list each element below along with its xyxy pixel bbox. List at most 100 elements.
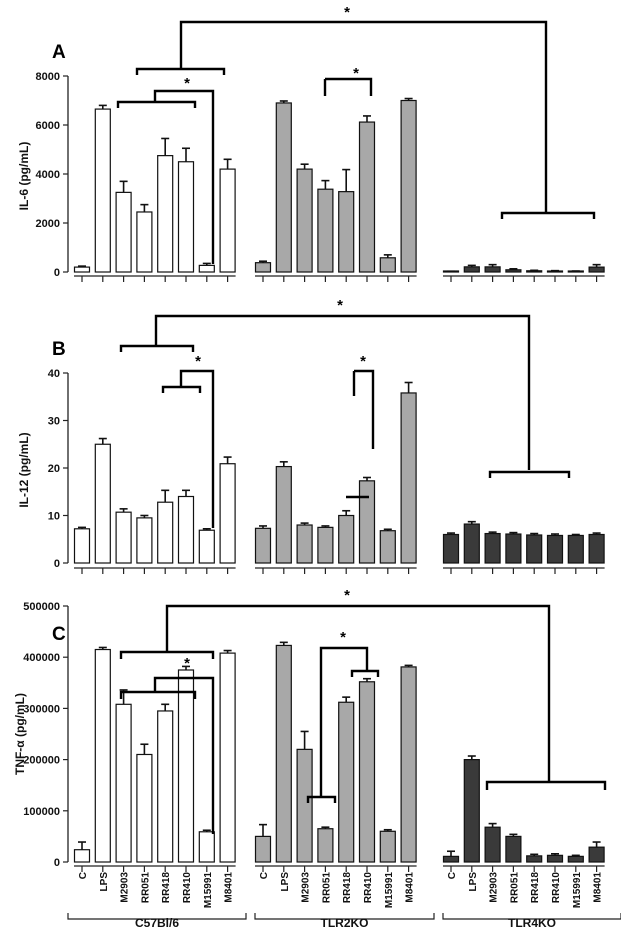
y-tick-label: 500000 (23, 601, 60, 613)
bar (219, 652, 236, 863)
significance-bracket (354, 369, 375, 449)
bar (177, 161, 195, 273)
bar (338, 191, 355, 273)
bar (358, 681, 376, 863)
x-category-label: LPS (280, 872, 291, 892)
significance-bracket (319, 646, 369, 797)
y-tick-label: 2000 (36, 218, 60, 230)
panel-a: 0 2000 4000 6000 8000 IL-6 (pg/mL) A * * * (17, 4, 605, 282)
bar (484, 532, 501, 564)
panel-label: A (52, 42, 66, 63)
bar (177, 495, 195, 564)
panel-c: 0 100000 200000 300000 400000 500000 TNF-α (pg… (13, 587, 607, 872)
bar (296, 524, 313, 564)
y-tick-label: 8000 (36, 71, 60, 83)
y-tick-label: 4000 (36, 169, 60, 181)
bar (505, 533, 522, 564)
bar (379, 530, 396, 564)
bar (73, 266, 91, 273)
x-category-label: C (447, 872, 458, 879)
panel-label: C (52, 624, 66, 645)
significance-bracket (119, 690, 197, 699)
x-category-label: RR418 (530, 872, 541, 904)
y-tick-label: 30 (48, 416, 60, 428)
bar (338, 514, 355, 564)
bar (136, 753, 153, 863)
bar (198, 529, 215, 564)
bar (505, 835, 522, 863)
bar (567, 855, 584, 863)
significance-star: * (184, 655, 190, 672)
bar (546, 854, 564, 863)
group-bracket (254, 913, 435, 920)
y-tick-label: 400000 (23, 652, 60, 664)
x-category-label: M2903 (120, 872, 131, 903)
bar (400, 666, 417, 863)
x-category-label: M15991 (572, 872, 583, 909)
bar (400, 99, 417, 273)
y-axis-label: IL-6 (pg/mL) (17, 142, 31, 211)
significance-bracket (500, 211, 596, 219)
panel-b: 0 10 20 30 40 IL-12 (pg/mL) B * * * (17, 297, 605, 574)
x-category-label: LPS (468, 872, 479, 892)
group-label: TLR4KO (508, 916, 556, 930)
group-label: TLR2KO (321, 916, 369, 930)
significance-bracket (488, 470, 571, 478)
bar (275, 465, 292, 564)
x-category-labels: C LPS M2903 RR051 RR418 RR410 M15991 M8401 C LPS M… (78, 872, 604, 909)
panel-label: B (52, 339, 66, 360)
bar (442, 855, 460, 863)
bar (157, 155, 174, 273)
significance-bracket (179, 369, 215, 528)
y-tick-label: 6000 (36, 120, 60, 132)
significance-bracket (325, 77, 373, 96)
significance-bracket (119, 344, 195, 352)
bar (254, 262, 272, 273)
bar (254, 527, 272, 564)
bar (484, 266, 501, 273)
bar (567, 534, 584, 564)
x-category-label: M2903 (489, 872, 500, 903)
x-category-label: RR410 (363, 872, 374, 904)
bar (94, 443, 111, 564)
significance-bracket (119, 650, 215, 659)
x-category-label: M15991 (203, 872, 214, 909)
y-tick-label: 10 (48, 511, 60, 523)
bar (526, 855, 543, 863)
bar (379, 830, 396, 863)
x-category-label: M8401 (224, 872, 235, 903)
significance-bracket (116, 100, 197, 108)
bar (94, 108, 111, 273)
bar (198, 831, 215, 863)
y-tick-label: 200000 (23, 755, 60, 767)
significance-bracket (165, 604, 551, 782)
bar (463, 758, 480, 863)
bar (588, 533, 605, 564)
x-category-label: M15991 (384, 872, 395, 909)
significance-star: * (337, 297, 343, 314)
bar (505, 269, 522, 273)
bar (219, 168, 236, 273)
x-category-label: C (78, 872, 89, 879)
bar (379, 257, 396, 273)
bar (588, 846, 605, 863)
significance-bracket (153, 676, 215, 834)
x-category-label: RR051 (321, 872, 332, 904)
bar (526, 534, 543, 564)
bar (317, 188, 334, 273)
significance-bracket (350, 669, 380, 677)
bar (136, 517, 153, 564)
bar (338, 701, 355, 863)
significance-star: * (340, 629, 346, 646)
y-axis-label: TNF-α (pg/mL) (13, 693, 27, 775)
x-category-label: RR418 (161, 872, 172, 904)
significance-star: * (360, 353, 366, 370)
bar (296, 168, 313, 273)
x-category-label: RR418 (342, 872, 353, 904)
bar (400, 392, 417, 564)
bar (463, 266, 480, 273)
x-category-label: LPS (99, 872, 110, 892)
significance-star: * (344, 4, 350, 21)
x-category-label: RR410 (551, 872, 562, 904)
